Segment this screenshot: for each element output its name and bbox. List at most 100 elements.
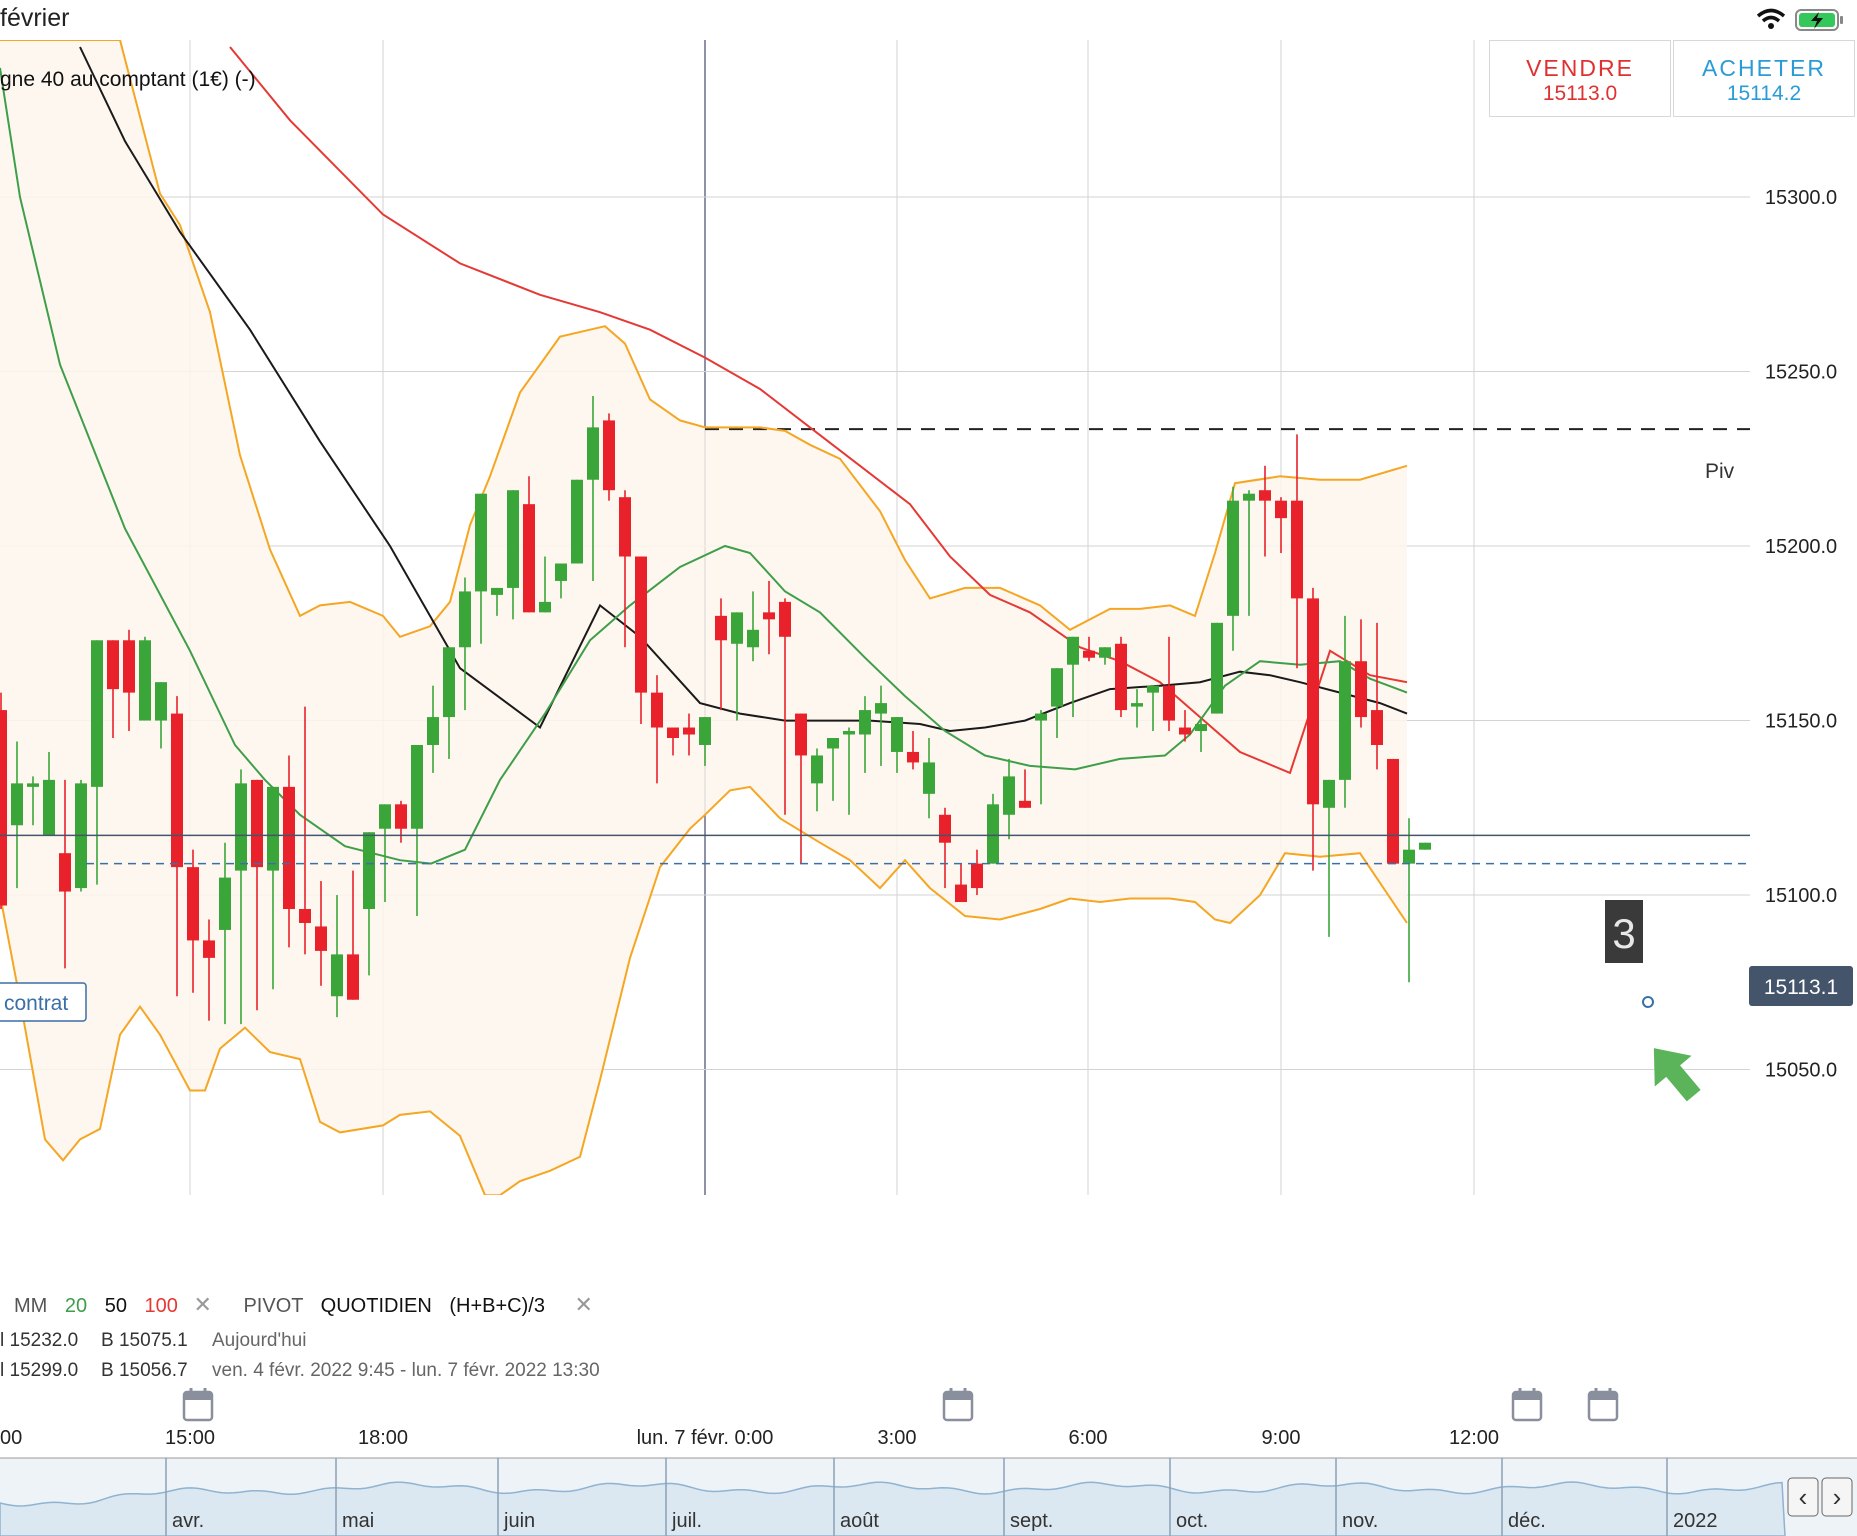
- candle-body: [635, 556, 647, 693]
- low-value: B 15056.7: [101, 1360, 188, 1381]
- mm50-label: 50: [104, 1295, 127, 1317]
- scroll-right-button[interactable]: ›: [1821, 1477, 1853, 1517]
- indicator-legend: MM 20 50 100 ✕ PIVOT QUOTIDIEN (H+B+C)/3…: [14, 1292, 593, 1318]
- x-axis-labels: 00 15:00 18:00 lun. 7 févr. 0:00 3:00 6:00 9:0…: [0, 1427, 1499, 1449]
- navigator[interactable]: avr. mai juin juil. août sept. oct. nov. déc. 202…: [0, 1457, 1857, 1536]
- candle: [219, 842, 231, 1025]
- candle-body: [315, 926, 327, 951]
- calendar-icon[interactable]: [1511, 1388, 1543, 1422]
- x-tick-label: lun. 7 févr. 0:00: [637, 1427, 774, 1449]
- period-label: ven. 4 févr. 2022 9:45 - lun. 7 févr. 20…: [212, 1360, 600, 1381]
- candle-body: [1227, 500, 1239, 616]
- candle: [1339, 615, 1351, 808]
- candle-body: [267, 786, 279, 871]
- y-tick-label: 15050.0: [1765, 1060, 1837, 1082]
- candle: [1275, 497, 1287, 554]
- candle: [1147, 685, 1159, 732]
- candle-body: [187, 867, 199, 941]
- navigator-month-label: août: [840, 1510, 879, 1532]
- candle-body: [443, 647, 455, 718]
- navigator-area: [0, 1481, 1786, 1536]
- candle-body: [1323, 779, 1335, 808]
- candle: [699, 717, 711, 766]
- candle: [1227, 486, 1239, 651]
- candle-body: [779, 601, 791, 637]
- high-low-table: l 15232.0 B 15075.1 Aujourd'hui l 15299.…: [0, 1330, 700, 1390]
- bollinger-lower-line: [0, 785, 1408, 1195]
- scroll-left-button[interactable]: ‹: [1787, 1477, 1819, 1517]
- candle-body: [955, 884, 967, 903]
- candle: [523, 476, 535, 613]
- candle-body: [859, 710, 871, 735]
- candle-body: [667, 727, 679, 738]
- candle: [235, 769, 247, 1025]
- candle: [875, 685, 887, 766]
- candle-body: [427, 717, 439, 745]
- candle: [635, 556, 647, 725]
- candle: [1163, 636, 1175, 732]
- buy-button[interactable]: ACHETER 15114.2: [1673, 40, 1855, 117]
- candle: [843, 727, 855, 815]
- candle-body: [907, 751, 919, 763]
- candle: [1131, 689, 1143, 728]
- candle-body: [171, 713, 183, 868]
- candle: [955, 863, 967, 903]
- candle: [379, 804, 391, 903]
- candle-body: [843, 731, 855, 735]
- candle-body: [619, 497, 631, 557]
- remove-mm-icon[interactable]: ✕: [193, 1292, 212, 1317]
- candle: [283, 755, 295, 948]
- candle-body: [539, 601, 551, 613]
- candle: [1051, 668, 1063, 738]
- candle-body: [1275, 500, 1287, 519]
- candle: [971, 849, 983, 896]
- candle: [1419, 842, 1431, 850]
- position-handle[interactable]: [1642, 996, 1654, 1008]
- candle: [1003, 758, 1015, 840]
- candle: [347, 870, 359, 1000]
- high-low-row: l 15299.0 B 15056.7 ven. 4 févr. 2022 9:…: [0, 1360, 700, 1390]
- calendar-icons[interactable]: [182, 1388, 1619, 1422]
- candle: [91, 640, 103, 885]
- high-low-row: l 15232.0 B 15075.1 Aujourd'hui: [0, 1330, 700, 1360]
- candle: [731, 612, 743, 721]
- status-date: février: [0, 4, 70, 32]
- calendar-icon[interactable]: [1587, 1388, 1619, 1422]
- candle: [1259, 465, 1271, 557]
- mm100-line: [229, 46, 1408, 775]
- pivot-label: Piv: [1705, 460, 1735, 483]
- remove-pivot-icon[interactable]: ✕: [574, 1292, 593, 1317]
- candle-body: [27, 783, 39, 787]
- pivot-formula-label: (H+B+C)/3: [449, 1295, 545, 1317]
- candle: [123, 629, 135, 732]
- sell-button[interactable]: VENDRE 15113.0: [1489, 40, 1671, 117]
- candle-body: [795, 713, 807, 756]
- current-price-tag: 15113.1: [1749, 966, 1853, 1006]
- position-tag[interactable]: contrat: [0, 982, 87, 1022]
- calendar-icon[interactable]: [942, 1388, 974, 1422]
- candle-body: [747, 629, 759, 648]
- candle-body: [155, 682, 167, 721]
- candle-body: [891, 717, 903, 752]
- candle: [411, 744, 423, 916]
- candle: [1067, 636, 1079, 718]
- candle: [1291, 434, 1303, 669]
- candle-body: [235, 783, 247, 871]
- candle-body: [555, 563, 567, 581]
- candle-body: [875, 703, 887, 714]
- navigator-months: avr. mai juin juil. août sept. oct. nov. déc. 202…: [165, 1458, 1718, 1536]
- candle: [555, 563, 567, 599]
- navigator-month-label: 2022: [1673, 1510, 1718, 1532]
- navigator-month-label: juin: [503, 1510, 535, 1532]
- candle: [667, 727, 679, 756]
- position-tag-label: contrat: [4, 992, 68, 1015]
- candle-body: [651, 692, 663, 728]
- calendar-icon[interactable]: [182, 1388, 214, 1422]
- candle-body: [1051, 668, 1063, 707]
- candle-body: [603, 420, 615, 491]
- candle: [443, 647, 455, 759]
- candle-body: [475, 493, 487, 592]
- wifi-icon: [1756, 8, 1786, 30]
- mm20-label: 20: [64, 1295, 88, 1317]
